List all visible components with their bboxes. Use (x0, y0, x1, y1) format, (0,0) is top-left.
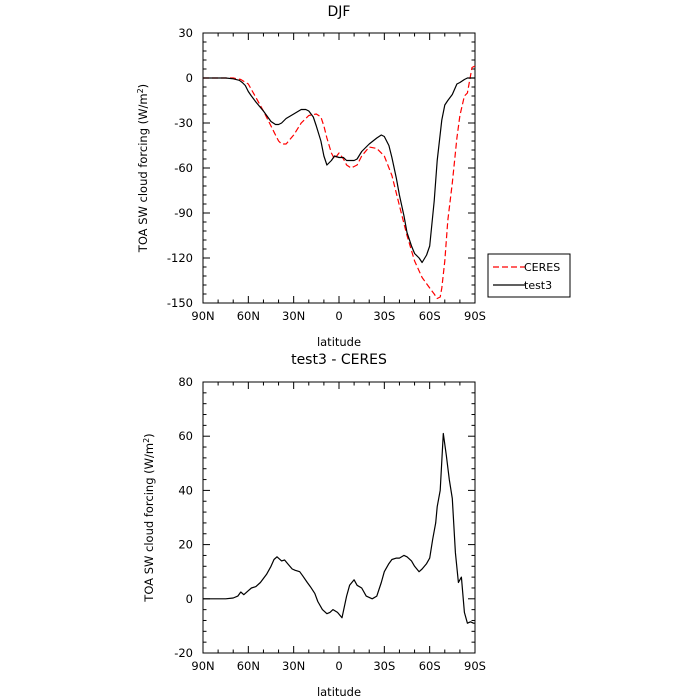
y-axis-label: TOA SW cloud forcing (W/m2) (136, 84, 150, 253)
series-line-difference (203, 432, 475, 624)
series-line-test3 (203, 77, 475, 264)
y-tick-label: -150 (167, 296, 193, 310)
y-tick-label: -120 (167, 251, 193, 265)
y-axis-label-end: ) (136, 84, 150, 89)
x-tick-label: 60S (419, 659, 441, 673)
x-tick-label: 90N (191, 659, 214, 673)
x-tick-label: 30N (282, 659, 305, 673)
x-tick-label: 60N (237, 659, 260, 673)
x-tick-label: 0 (335, 309, 342, 323)
y-axis-label-main: TOA SW cloud forcing (W/m (136, 93, 150, 253)
bottom-panel: test3 - CERES 90N 60N 30N 0 30S 60S 90S -20 0 20 40… (142, 352, 486, 699)
legend-label-test3: test3 (524, 279, 552, 292)
x-axis-label: latitude (317, 685, 361, 699)
y-tick-label: -20 (174, 646, 193, 660)
x-tick-label: 30S (373, 309, 395, 323)
y-tick-label: 40 (178, 483, 193, 497)
x-tick-label: 30N (282, 309, 305, 323)
y-tick-label: 60 (178, 429, 193, 443)
y-tick-label: 80 (178, 375, 193, 389)
plot-area (203, 65, 475, 300)
x-tick-label: 90N (191, 309, 214, 323)
chart-title: DJF (328, 4, 351, 20)
legend: CERES test3 (487, 253, 571, 298)
y-tick-label: 0 (186, 71, 193, 85)
plot-frame (202, 381, 476, 654)
y-tick-label: -90 (174, 206, 193, 220)
y-axis-label: TOA SW cloud forcing (W/m2) (142, 433, 156, 602)
top-panel: DJF 90N 60N 30N 0 30S 60S 90S -150 -120 -90 -60 -30 0… (136, 4, 571, 349)
plot-area (203, 432, 475, 624)
x-tick-label: 90S (464, 659, 486, 673)
plot-frame (202, 32, 476, 304)
legend-box (487, 253, 571, 298)
chart-title: test3 - CERES (291, 352, 387, 368)
y-tick-label: -30 (174, 116, 193, 130)
y-axis-label-superscript: 2 (136, 88, 145, 93)
y-axis-label-end: ) (142, 433, 156, 438)
y-tick-label: 20 (178, 538, 193, 552)
x-tick-label: 0 (335, 659, 342, 673)
y-axis-label-main: TOA SW cloud forcing (W/m (142, 443, 156, 603)
series-line-ceres (203, 65, 475, 300)
y-tick-label: -60 (174, 161, 193, 175)
y-tick-label: 30 (178, 26, 193, 40)
x-tick-label: 30S (373, 659, 395, 673)
x-tick-label: 90S (464, 309, 486, 323)
x-tick-label: 60S (419, 309, 441, 323)
x-axis-label: latitude (317, 335, 361, 349)
y-tick-label: 0 (186, 592, 193, 606)
legend-label-ceres: CERES (524, 261, 560, 274)
y-axis-label-superscript: 2 (142, 438, 151, 443)
x-tick-label: 60N (237, 309, 260, 323)
